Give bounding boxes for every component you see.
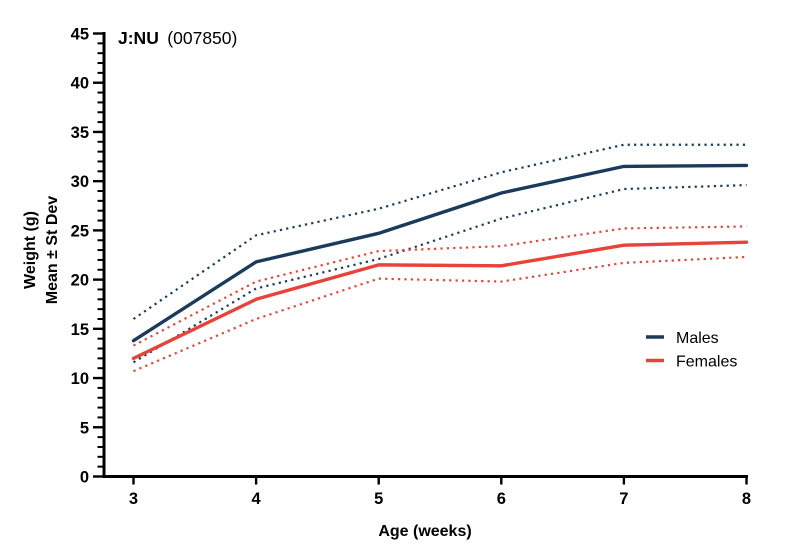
chart-title: J:NU (007850): [118, 28, 237, 48]
strain-name: J:NU: [118, 28, 159, 48]
x-axis-tick-label: 4: [252, 490, 262, 508]
y-axis-tick-label: 30: [71, 173, 89, 191]
legend: Males Females: [646, 330, 737, 371]
y-axis-tick-label: 20: [71, 272, 89, 290]
x-axis-label: Age (weeks): [378, 523, 471, 540]
stock-number: (007850): [167, 28, 237, 48]
y-axis-tick-label: 5: [80, 419, 89, 437]
y-axis-tick-label: 40: [71, 75, 89, 93]
series-females-mean: [131, 240, 749, 361]
x-axis-tick-label: 7: [619, 490, 628, 508]
series-layer: [131, 143, 749, 373]
x-axis-tick-label: 8: [742, 490, 751, 508]
x-axis-tick-label: 6: [497, 490, 506, 508]
y-axis-tick-label: 15: [71, 321, 89, 339]
legend-males-label: Males: [676, 330, 719, 347]
series-males-mean: [131, 163, 749, 343]
series-females-1-stdev: [132, 225, 747, 347]
y-axis-label-weight: Weight (g): [22, 211, 39, 289]
y-axis-tick-label: 25: [71, 222, 89, 240]
y-axis-tick-label: 10: [71, 370, 89, 388]
series-males-1-stdev: [132, 184, 747, 364]
y-axis-label-mean-stdev: Mean ± St Dev: [44, 196, 61, 304]
y-axis-tick-label: 45: [71, 26, 89, 44]
series-males-1-stdev: [132, 143, 747, 320]
x-axis-tick-label: 3: [129, 490, 138, 508]
legend-females-label: Females: [676, 354, 737, 371]
x-axis-tick-label: 5: [374, 490, 383, 508]
y-axis-tick-label: 35: [71, 124, 89, 142]
y-axis-tick-label: 0: [80, 469, 89, 487]
